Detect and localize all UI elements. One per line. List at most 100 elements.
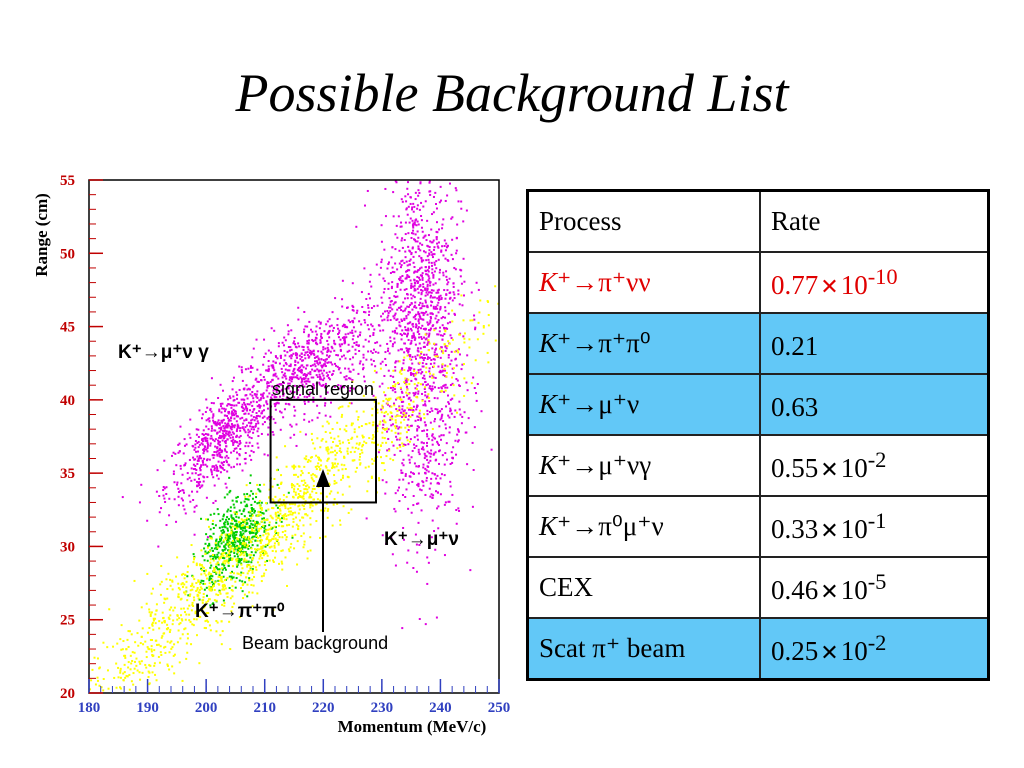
- scatter-point-magenta: [405, 207, 408, 210]
- scatter-point-magenta: [359, 360, 362, 363]
- scatter-point-magenta: [402, 410, 405, 413]
- scatter-point-green: [238, 509, 241, 512]
- scatter-point-magenta: [412, 495, 415, 498]
- scatter-point-magenta: [382, 277, 385, 280]
- scatter-point-magenta: [476, 383, 479, 386]
- scatter-point-yellow: [275, 539, 278, 542]
- scatter-point-yellow: [358, 458, 361, 461]
- scatter-point-magenta: [312, 376, 315, 379]
- scatter-point-magenta: [427, 329, 430, 332]
- scatter-point-yellow: [112, 645, 115, 648]
- scatter-point-magenta: [231, 388, 234, 391]
- scatter-point-magenta: [317, 320, 320, 323]
- scatter-point-yellow: [269, 546, 272, 549]
- scatter-point-magenta: [252, 431, 255, 434]
- scatter-point-magenta: [427, 561, 430, 564]
- scatter-point-green: [216, 556, 219, 559]
- scatter-point-yellow: [218, 572, 221, 575]
- scatter-point-yellow: [297, 512, 300, 515]
- scatter-point-yellow: [230, 519, 233, 522]
- scatter-point-magenta: [406, 274, 409, 277]
- scatter-point-magenta: [416, 207, 419, 210]
- scatter-point-yellow: [193, 556, 196, 559]
- scatter-point-yellow: [102, 641, 105, 644]
- scatter-point-green: [240, 542, 243, 545]
- scatter-point-magenta: [378, 324, 381, 327]
- scatter-point-magenta: [393, 453, 396, 456]
- scatter-point-yellow: [180, 583, 183, 586]
- scatter-point-yellow: [154, 639, 157, 642]
- scatter-point-yellow: [404, 377, 407, 380]
- scatter-point-magenta: [362, 366, 365, 369]
- scatter-point-yellow: [250, 547, 253, 550]
- scatter-point-magenta: [446, 327, 449, 330]
- scatter-point-magenta: [425, 396, 428, 399]
- scatter-point-magenta: [245, 394, 248, 397]
- scatter-point-magenta: [444, 501, 447, 504]
- scatter-point-magenta: [372, 359, 375, 362]
- scatter-point-green: [235, 530, 238, 533]
- scatter-point-green: [229, 554, 232, 557]
- scatter-point-yellow: [223, 559, 226, 562]
- scatter-point-magenta: [313, 356, 316, 359]
- scatter-point-green: [248, 530, 251, 533]
- scatter-point-yellow: [294, 511, 297, 514]
- scatter-point-magenta: [222, 418, 225, 421]
- scatter-point-yellow: [222, 555, 225, 558]
- scatter-point-yellow: [309, 504, 312, 507]
- scatter-point-yellow: [298, 519, 301, 522]
- scatter-point-green: [215, 572, 218, 575]
- scatter-point-yellow: [245, 576, 248, 579]
- scatter-point-yellow: [241, 567, 244, 570]
- scatter-point-magenta: [414, 391, 417, 394]
- scatter-point-yellow: [309, 549, 312, 552]
- scatter-point-magenta: [396, 284, 399, 287]
- scatter-point-magenta: [261, 410, 264, 413]
- scatter-point-yellow: [166, 664, 169, 667]
- scatter-point-magenta: [323, 369, 326, 372]
- scatter-point-magenta: [433, 452, 436, 455]
- scatter-point-yellow: [293, 485, 296, 488]
- scatter-point-yellow: [243, 557, 246, 560]
- scatter-point-magenta: [241, 403, 244, 406]
- scatter-point-magenta: [341, 343, 344, 346]
- scatter-point-magenta: [225, 454, 228, 457]
- scatter-point-yellow: [191, 623, 194, 626]
- scatter-point-magenta: [293, 405, 296, 408]
- scatter-point-green: [236, 524, 239, 527]
- scatter-point-yellow: [209, 629, 212, 632]
- scatter-point-yellow: [150, 645, 153, 648]
- scatter-point-magenta: [319, 395, 322, 398]
- scatter-point-yellow: [350, 437, 353, 440]
- scatter-point-yellow: [168, 651, 171, 654]
- scatter-point-magenta: [284, 362, 287, 365]
- scatter-point-magenta: [428, 253, 431, 256]
- scatter-point-yellow: [171, 646, 174, 649]
- scatter-point-magenta: [244, 457, 247, 460]
- scatter-point-magenta: [432, 381, 435, 384]
- scatter-point-magenta: [407, 327, 410, 330]
- scatter-point-green: [234, 586, 237, 589]
- scatter-point-magenta: [218, 410, 221, 413]
- scatter-point-magenta: [274, 403, 277, 406]
- scatter-point-magenta: [453, 312, 456, 315]
- scatter-point-magenta: [404, 221, 407, 224]
- scatter-point-magenta: [473, 318, 476, 321]
- scatter-point-magenta: [344, 326, 347, 329]
- scatter-point-magenta: [255, 377, 258, 380]
- scatter-point-magenta: [445, 278, 448, 281]
- scatter-point-magenta: [436, 231, 439, 234]
- scatter-point-magenta: [395, 408, 398, 411]
- scatter-point-yellow: [140, 635, 143, 638]
- scatter-point-yellow: [282, 516, 285, 519]
- scatter-point-magenta: [419, 356, 422, 359]
- scatter-point-yellow: [151, 623, 154, 626]
- table-header-rate: Rate: [759, 189, 990, 253]
- scatter-point-magenta: [411, 246, 414, 249]
- scatter-point-magenta: [413, 284, 416, 287]
- scatter-point-magenta: [412, 405, 415, 408]
- scatter-point-yellow: [140, 660, 143, 663]
- scatter-point-yellow: [285, 502, 288, 505]
- scatter-point-yellow: [247, 537, 250, 540]
- scatter-point-magenta: [268, 384, 271, 387]
